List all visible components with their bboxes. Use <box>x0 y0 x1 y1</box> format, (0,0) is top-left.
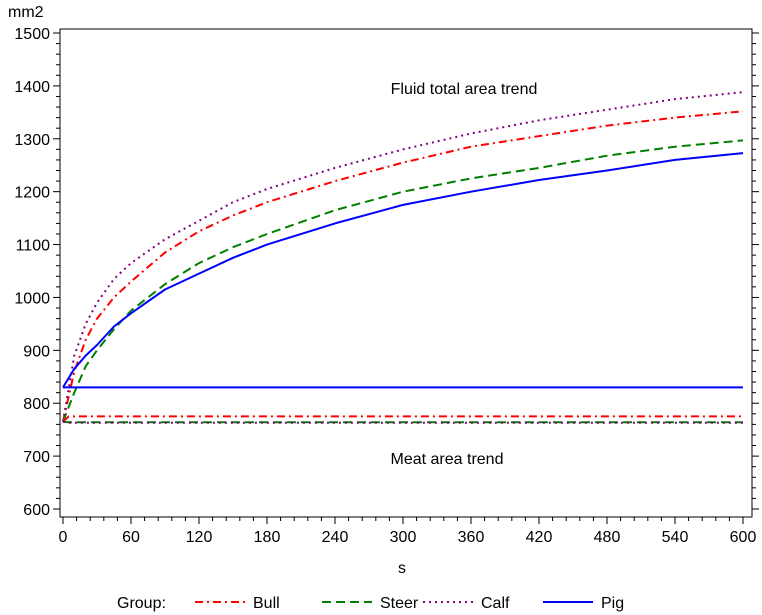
x-tick-label: 120 <box>186 529 213 546</box>
y-tick-label: 1400 <box>14 79 50 96</box>
legend-title: Group: <box>117 595 166 612</box>
annotation-meat: Meat area trend <box>391 451 504 468</box>
y-tick-label: 1500 <box>14 26 50 43</box>
x-tick-label: 540 <box>662 529 689 546</box>
plot-area-frame <box>59 28 753 518</box>
y-tick-label: 1000 <box>14 290 50 307</box>
legend: Group: Bull Steer Calf Pig <box>117 595 624 612</box>
y-tick-label: 700 <box>23 449 50 466</box>
x-axis: 0 60 120 180 240 300 360 420 480 540 600 <box>59 517 757 546</box>
y-tick-label: 1200 <box>14 185 50 202</box>
x-tick-label: 600 <box>730 529 757 546</box>
series-line-steer-fluid <box>62 139 744 423</box>
y-tick-label: 600 <box>23 502 50 519</box>
legend-label-pig: Pig <box>601 595 624 612</box>
x-tick-label: 420 <box>526 529 553 546</box>
series-line-bull-meat <box>62 415 743 423</box>
y-tick-label: 1300 <box>14 132 50 149</box>
legend-label-bull: Bull <box>253 595 280 612</box>
y-axis-title: mm2 <box>8 4 44 21</box>
y-tick-label: 1100 <box>16 238 51 255</box>
series-line-calf-fluid <box>62 91 744 422</box>
x-axis-title: s <box>398 560 406 577</box>
series-line-calf-meat <box>62 420 743 424</box>
x-tick-label: 360 <box>458 529 485 546</box>
y-axis: 600 700 800 900 1000 1100 1200 1300 1400 1500 <box>14 26 759 519</box>
legend-label-calf: Calf <box>481 595 510 612</box>
annotation-fluid: Fluid total area trend <box>391 81 538 98</box>
x-tick-label: 180 <box>254 529 281 546</box>
x-tick-label: 0 <box>59 529 68 546</box>
x-tick-label: 240 <box>322 529 349 546</box>
series-line-bull-fluid <box>62 110 744 422</box>
x-tick-label: 60 <box>122 529 140 546</box>
x-tick-label: 480 <box>594 529 621 546</box>
x-tick-label: 300 <box>390 529 417 546</box>
series-layer <box>62 91 744 424</box>
y-tick-label: 800 <box>23 396 50 413</box>
legend-label-steer: Steer <box>380 595 419 612</box>
y-tick-label: 900 <box>23 343 50 360</box>
series-line-pig-fluid <box>62 152 744 388</box>
